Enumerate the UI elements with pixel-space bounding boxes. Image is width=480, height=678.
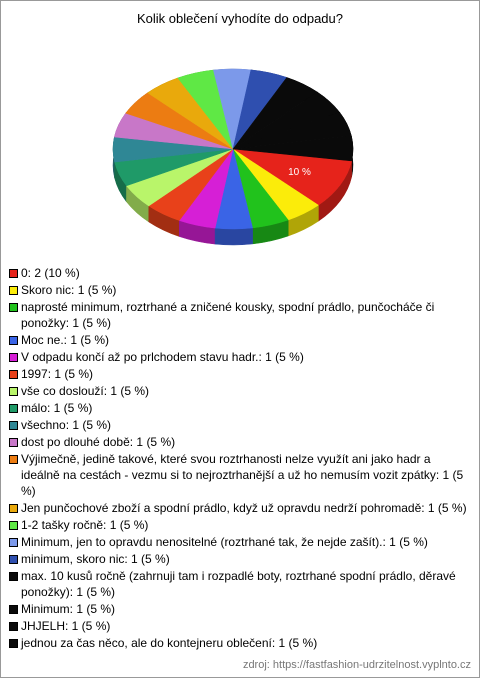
chart: Kolik oblečení vyhodíte do odpadu? 10 %	[112, 11, 354, 246]
legend-item: Jen punčochové zboží a spodní prádlo, kd…	[9, 500, 471, 516]
legend-item: Skoro nic: 1 (5 %)	[9, 282, 471, 298]
legend-label: Moc ne.: 1 (5 %)	[21, 333, 110, 347]
legend-item: Moc ne.: 1 (5 %)	[9, 332, 471, 348]
source: zdroj: https://fastfashion-udrzitelnost.…	[242, 659, 471, 671]
legend-swatch	[9, 438, 18, 447]
legend-item: všechno: 1 (5 %)	[9, 417, 471, 433]
legend-label: naprosté minimum, roztrhané a zničené ko…	[21, 300, 435, 330]
legend-item: málo: 1 (5 %)	[9, 400, 471, 416]
value-label: 10 %	[288, 167, 311, 178]
legend-swatch	[9, 387, 18, 396]
legend-swatch	[9, 521, 18, 530]
pie-slice	[232, 148, 352, 206]
legend-label: 0: 2 (10 %)	[21, 266, 80, 280]
legend-swatch	[9, 622, 18, 631]
legend-label: dost po dlouhé době: 1 (5 %)	[21, 435, 176, 449]
legend-label: málo: 1 (5 %)	[21, 401, 93, 415]
legend-item: minimum, skoro nic: 1 (5 %)	[9, 551, 471, 567]
legend-item: max. 10 kusů ročně (zahrnuji tam i rozpa…	[9, 568, 471, 600]
legend-label: JHJELH: 1 (5 %)	[21, 619, 111, 633]
legend-item: JHJELH: 1 (5 %)	[9, 618, 471, 634]
legend-item: Minimum: 1 (5 %)	[9, 601, 471, 617]
legend-label: minimum, skoro nic: 1 (5 %)	[21, 552, 170, 566]
legend-swatch	[9, 353, 18, 362]
legend-swatch	[9, 269, 18, 278]
legend-swatch	[9, 336, 18, 345]
legend-label: 1997: 1 (5 %)	[21, 367, 94, 381]
legend-swatch	[9, 639, 18, 648]
legend-swatch	[9, 538, 18, 547]
legend-label: Minimum: 1 (5 %)	[21, 602, 116, 616]
legend-label: jednou za čas něco, ale do kontejneru ob…	[21, 636, 318, 650]
legend-swatch	[9, 370, 18, 379]
legend-item: 0: 2 (10 %)	[9, 265, 471, 281]
chart-title: Kolik oblečení vyhodíte do odpadu?	[137, 11, 343, 26]
legend-label: V odpadu končí až po prlchodem stavu had…	[21, 350, 304, 364]
legend-swatch	[9, 572, 18, 581]
legend-item: vše co doslouží: 1 (5 %)	[9, 383, 471, 399]
legend-label: Skoro nic: 1 (5 %)	[21, 283, 117, 297]
legend-item: Minimum, jen to opravdu nenositelné (roz…	[9, 534, 471, 550]
legend: 0: 2 (10 %) Skoro nic: 1 (5 %) naprosté mi…	[9, 265, 471, 652]
legend-item: jednou za čas něco, ale do kontejneru ob…	[9, 635, 471, 651]
legend-label: max. 10 kusů ročně (zahrnuji tam i rozpa…	[21, 569, 456, 599]
legend-item: V odpadu končí až po prlchodem stavu had…	[9, 349, 471, 365]
legend-swatch	[9, 504, 18, 513]
legend-item: dost po dlouhé době: 1 (5 %)	[9, 434, 471, 450]
legend-swatch	[9, 286, 18, 295]
legend-item: 1-2 tašky ročně: 1 (5 %)	[9, 517, 471, 533]
legend-swatch	[9, 555, 18, 564]
legend-swatch	[9, 404, 18, 413]
legend-label: Minimum, jen to opravdu nenositelné (roz…	[21, 535, 428, 549]
legend-label: všechno: 1 (5 %)	[21, 418, 112, 432]
legend-swatch	[9, 421, 18, 430]
legend-label: vše co doslouží: 1 (5 %)	[21, 384, 150, 398]
legend-label: Výjimečně, jedině takové, které svou roz…	[21, 452, 464, 498]
legend-item: naprosté minimum, roztrhané a zničené ko…	[9, 299, 471, 331]
legend-item: 1997: 1 (5 %)	[9, 366, 471, 382]
pie-slice	[232, 135, 354, 162]
legend-label: Jen punčochové zboží a spodní prádlo, kd…	[21, 501, 467, 515]
legend-swatch	[9, 303, 18, 312]
legend-item: Výjimečně, jedině takové, které svou roz…	[9, 451, 471, 499]
legend-label: 1-2 tašky ročně: 1 (5 %)	[21, 518, 149, 532]
legend-swatch	[9, 605, 18, 614]
legend-swatch	[9, 455, 18, 464]
pie-side	[214, 227, 253, 246]
